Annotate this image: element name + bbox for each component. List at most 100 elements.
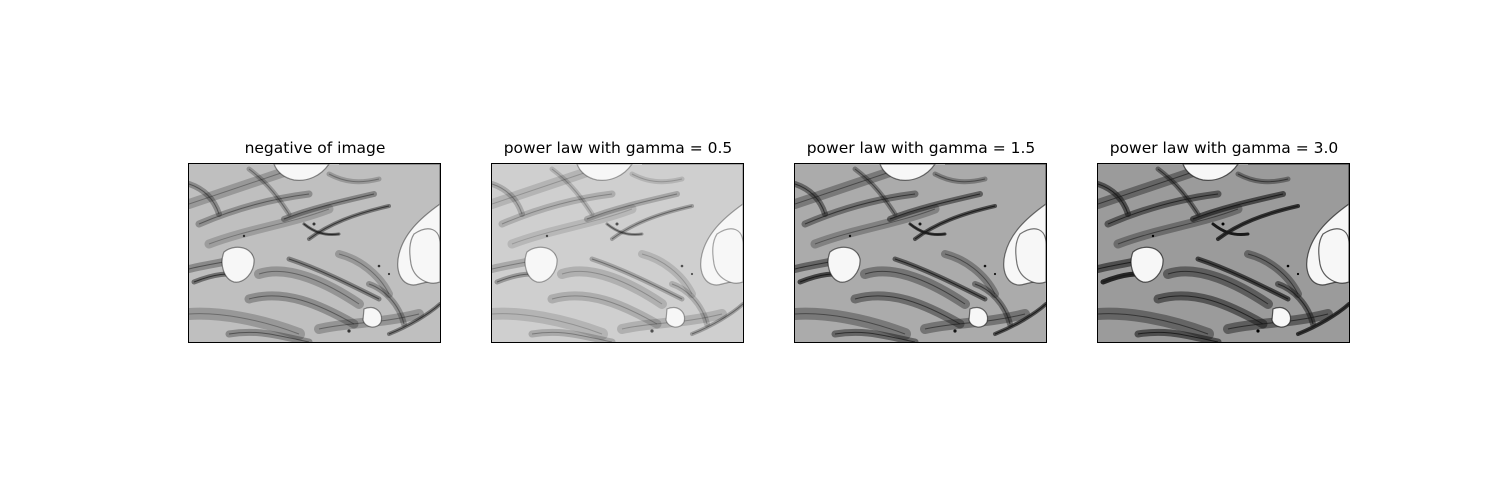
empty-region <box>524 246 558 283</box>
empty-region <box>879 164 936 181</box>
fibre-stroke <box>507 204 637 249</box>
fibre-stroke <box>492 181 525 217</box>
fibre-edge <box>586 193 678 220</box>
dark-spot <box>387 272 391 276</box>
fibre-edge <box>303 223 340 235</box>
dark-spot <box>242 234 246 238</box>
fibre-edge <box>492 313 603 335</box>
fibre-edge <box>854 295 961 325</box>
fibre-edge <box>641 253 693 295</box>
fibre-stroke <box>557 266 667 309</box>
fibre-edge <box>492 171 588 205</box>
fibre-stroke <box>690 302 743 336</box>
fibre-edge <box>795 183 826 215</box>
fibre-edge <box>501 193 613 225</box>
fibre-edge <box>561 270 663 305</box>
fibre-edge <box>1212 223 1249 235</box>
dark-spot <box>615 222 619 226</box>
fibre-edge <box>388 303 440 335</box>
fibre-stroke <box>547 291 662 329</box>
empty-region <box>827 246 861 283</box>
fibre-edge <box>611 205 693 240</box>
dark-spot <box>993 272 997 276</box>
panel-title: power law with gamma = 0.5 <box>503 139 733 157</box>
empty-region <box>1015 228 1046 284</box>
fibre-edge <box>288 258 380 300</box>
fibre-edge <box>1167 270 1269 305</box>
fibre-edge <box>834 331 916 342</box>
image-gamma-3-0 <box>1097 163 1350 343</box>
fibre-edge <box>248 295 355 325</box>
fibre-edge <box>631 173 683 183</box>
fibre-edge <box>1117 208 1239 245</box>
fibre-edge <box>914 205 996 240</box>
fibre-edge <box>804 193 916 225</box>
dark-spot <box>953 329 957 333</box>
fibre-edge <box>814 208 936 245</box>
fibre-edge <box>189 183 220 215</box>
empty-region <box>1271 306 1292 328</box>
fibre-edge <box>795 313 906 335</box>
empty-region <box>576 164 633 181</box>
fibre-edge <box>1192 193 1284 220</box>
dark-spot <box>1151 234 1155 238</box>
fibre-edge <box>1237 173 1289 183</box>
fibre-edge <box>591 258 683 300</box>
fibre-stroke <box>492 307 608 340</box>
dark-spot <box>1286 264 1290 268</box>
micrograph-drawing <box>492 164 743 342</box>
fibre-edge <box>854 168 896 215</box>
fibre-stroke <box>246 166 292 217</box>
fibre-stroke <box>189 167 289 209</box>
dark-spot <box>650 329 654 333</box>
empty-region <box>1318 228 1349 284</box>
image-gamma-0-5 <box>491 163 744 343</box>
fibre-stroke <box>492 167 592 209</box>
fibre-edge <box>864 270 966 305</box>
micrograph-drawing <box>1098 164 1349 342</box>
empty-region <box>665 306 686 328</box>
fibre-edge <box>258 270 360 305</box>
fibre-stroke <box>335 250 393 298</box>
fibre-edge <box>889 193 981 220</box>
fibre-edge <box>551 168 593 215</box>
dark-spot <box>1221 222 1225 226</box>
dark-spot <box>545 234 549 238</box>
fibre-edge <box>1197 258 1289 300</box>
fibre-edge <box>198 193 310 225</box>
fibre-stroke <box>669 281 710 327</box>
fibre-edge <box>691 303 743 335</box>
fibre-edge <box>551 295 658 325</box>
empty-region <box>968 306 989 328</box>
fibre-edge <box>531 331 613 342</box>
fibre-edge <box>944 253 996 295</box>
fibre-stroke <box>629 171 685 185</box>
empty-region <box>273 164 330 181</box>
fibre-stroke <box>638 250 696 298</box>
panel-title: power law with gamma = 1.5 <box>806 139 1036 157</box>
fibre-stroke <box>366 281 407 327</box>
fibre-edge <box>1217 205 1299 240</box>
fibre-edge <box>974 283 1011 325</box>
fibre-edge <box>1247 253 1299 295</box>
dark-spot <box>1296 272 1300 276</box>
fibre-edge <box>934 173 986 183</box>
panel-title: negative of image <box>244 139 386 157</box>
fibre-edge <box>1137 331 1219 342</box>
micrograph-drawing <box>795 164 1046 342</box>
fibre-edge <box>228 331 310 342</box>
fibre-edge <box>671 283 708 325</box>
empty-region <box>221 246 255 283</box>
fibre-edge <box>1157 168 1199 215</box>
dark-spot <box>918 222 922 226</box>
fibre-edge <box>909 223 946 235</box>
fibre-edge <box>328 173 380 183</box>
image-negative <box>188 163 441 343</box>
fibre-edge <box>1277 283 1314 325</box>
fibre-edge <box>208 208 330 245</box>
fibre-edge <box>308 205 390 240</box>
fibre-edge <box>1098 183 1129 215</box>
fibre-edge <box>189 313 300 335</box>
fibre-stroke <box>189 307 305 340</box>
fibre-stroke <box>549 166 595 217</box>
